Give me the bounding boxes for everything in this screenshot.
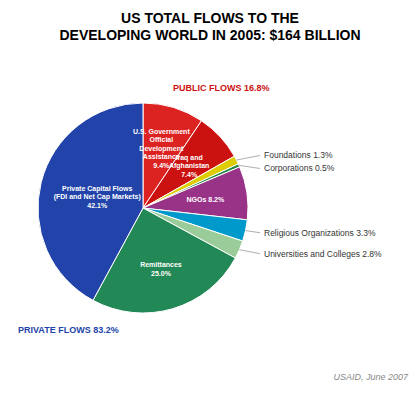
svg-text:Universities and Colleges 2.8%: Universities and Colleges 2.8% — [264, 249, 382, 259]
html-text:USAID, June 2007: USAID, June 2007 — [333, 372, 408, 382]
svg-text:Iraq andAfghanistan7.4%: Iraq andAfghanistan7.4% — [169, 153, 209, 177]
html-text:Official: Official — [149, 135, 174, 143]
svg-text:Private Capital Flows(FDI and: Private Capital Flows(FDI and Net Cap Ma… — [54, 184, 141, 208]
html-text:Development: Development — [139, 144, 184, 152]
html-text:9.4%: 9.4% — [153, 161, 170, 169]
svg-text:Foundations 1.3%: Foundations 1.3% — [264, 150, 333, 160]
html-text:Assistance: Assistance — [142, 152, 180, 160]
html-text:US TOTAL FLOWS TO THE DEVELOPI: US TOTAL FLOWS TO THE DEVELOPING WORLD I… — [59, 10, 361, 43]
svg-text:Corporations 0.5%: Corporations 0.5% — [264, 163, 335, 173]
svg-text:NGOs 8.2%: NGOs 8.2% — [186, 195, 225, 202]
svg-text:Religious Organizations 3.3%: Religious Organizations 3.3% — [264, 228, 376, 238]
html-text:PUBLIC FLOWS 16.8%: PUBLIC FLOWS 16.8% — [173, 83, 270, 93]
svg-text:Remittances25.0%: Remittances25.0% — [140, 261, 182, 277]
html-text:U.S. Government: U.S. Government — [132, 127, 190, 135]
html-text:PRIVATE FLOWS 83.2%: PRIVATE FLOWS 83.2% — [18, 325, 119, 335]
